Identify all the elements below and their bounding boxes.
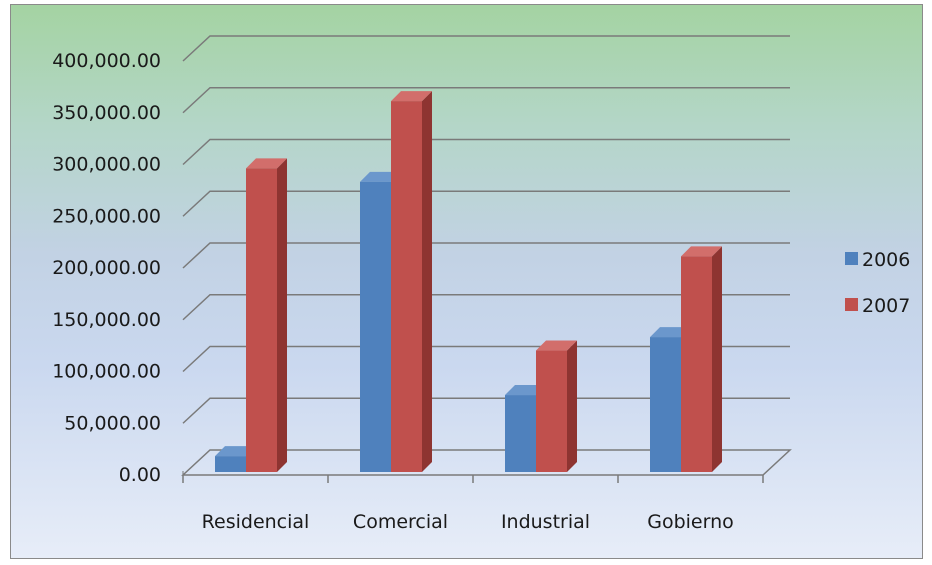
chart-area: 0.00 50,000.00 100,000.00 150,000.00 200,000… <box>10 4 923 559</box>
bar-top <box>215 446 256 457</box>
y-tick-label: 250,000.00 <box>52 205 161 227</box>
y-tick-label: 400,000.00 <box>52 50 161 72</box>
y-tick-label: 350,000.00 <box>52 102 161 124</box>
y-tick-label: 50,000.00 <box>64 412 161 434</box>
bar-top <box>391 91 432 102</box>
bars <box>215 91 722 473</box>
gridline <box>182 190 790 217</box>
bar-top <box>246 158 287 169</box>
x-tick-label: Industrial <box>501 511 590 533</box>
bar-2007-industrial <box>536 340 577 472</box>
legend-label: 2006 <box>862 249 910 271</box>
bar-top <box>681 246 722 257</box>
bar-side <box>422 91 432 473</box>
bar-2007-comercial <box>391 91 432 473</box>
y-axis-tick-labels: 0.00 50,000.00 100,000.00 150,000.00 200,000… <box>52 50 161 486</box>
bar-front <box>391 101 422 473</box>
x-tick-label: Residencial <box>202 511 310 533</box>
y-tick-label: 150,000.00 <box>52 309 161 331</box>
gridline <box>182 397 790 424</box>
gridline <box>182 138 790 166</box>
bar-front <box>360 181 391 472</box>
bar-front <box>536 350 567 472</box>
bar-side <box>567 340 577 472</box>
bar-front <box>215 456 246 472</box>
legend: 2006 2007 <box>845 249 910 317</box>
bar-front <box>650 337 681 472</box>
gridline <box>182 294 790 321</box>
gridline <box>182 87 790 114</box>
bar-2007-residencial <box>246 158 287 472</box>
y-tick-label: 100,000.00 <box>52 361 161 383</box>
bar-top <box>650 327 691 338</box>
y-tick-label: 300,000.00 <box>52 154 161 176</box>
bar-top <box>505 385 546 396</box>
legend-swatch <box>845 252 858 265</box>
legend-swatch <box>845 298 858 311</box>
bar-front <box>505 395 536 472</box>
x-axis-tick-labels: Residencial Comercial Industrial Gobierno <box>202 511 734 533</box>
bar-top <box>536 340 577 351</box>
bar-front <box>681 256 712 472</box>
x-tick-label: Gobierno <box>647 511 734 533</box>
bar-2007-gobierno <box>681 246 722 472</box>
bar-top <box>360 171 401 182</box>
chart-walls <box>181 449 792 476</box>
gridlines <box>182 35 790 483</box>
bar-side <box>277 158 287 472</box>
bar-chart: 0.00 50,000.00 100,000.00 150,000.00 200,000… <box>52 35 910 533</box>
gridline <box>182 345 790 373</box>
y-tick-label: 200,000.00 <box>52 257 161 279</box>
bar-side <box>712 246 722 472</box>
gridline <box>182 242 790 269</box>
gridline <box>182 35 790 62</box>
x-tick-label: Comercial <box>353 511 448 533</box>
legend-label: 2007 <box>862 295 910 317</box>
chart-floor <box>181 449 792 476</box>
y-tick-label: 0.00 <box>119 464 161 486</box>
bar-front <box>246 168 277 472</box>
